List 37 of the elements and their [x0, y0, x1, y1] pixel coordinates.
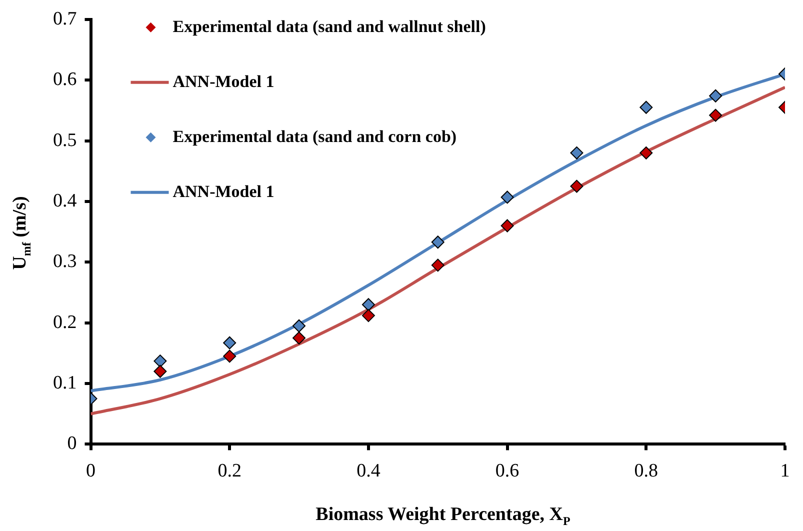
point — [223, 350, 236, 363]
point — [223, 336, 236, 350]
point — [362, 298, 375, 312]
y-tick-label: 0.6 — [53, 69, 77, 90]
x-tick-label: 0 — [86, 460, 96, 482]
legend-label: Experimental data (sand and wallnut shell) — [172, 16, 486, 36]
x-tick-label: 0.6 — [495, 460, 520, 482]
point — [431, 258, 444, 272]
legend-label: Experimental data (sand and corn cob) — [172, 126, 457, 146]
point — [431, 236, 444, 249]
y-tick-label: 0 — [67, 433, 77, 454]
point — [292, 332, 306, 344]
x-tick-label: 0.8 — [634, 460, 658, 482]
point — [362, 309, 375, 322]
x-axis-title: Biomass Weight Percentage, X$_{P}$ — [314, 504, 572, 529]
x-tick-label: 1 — [780, 460, 790, 482]
legend-label: ANN-Model 1 — [172, 182, 274, 201]
point — [500, 190, 514, 204]
y-tick-label: 0.4 — [53, 190, 78, 212]
point — [500, 219, 514, 232]
x-tick-label: 0.4 — [356, 460, 381, 482]
y-tick-label: 0.2 — [53, 312, 77, 333]
point — [709, 89, 722, 102]
x-tick-label: 0.2 — [218, 460, 242, 482]
legend-label: ANN-Model 1 — [172, 72, 274, 91]
point — [640, 100, 653, 114]
point — [640, 146, 653, 160]
y-tick-label: 0.7 — [53, 8, 77, 30]
point — [570, 180, 584, 193]
point — [292, 319, 306, 332]
point — [154, 364, 167, 378]
y-tick-label: 0.3 — [53, 251, 77, 272]
point — [709, 108, 722, 122]
y-tick-label: 0.5 — [53, 130, 77, 151]
point — [154, 354, 167, 368]
y-tick-label: 0.1 — [53, 372, 77, 394]
point — [570, 146, 584, 160]
